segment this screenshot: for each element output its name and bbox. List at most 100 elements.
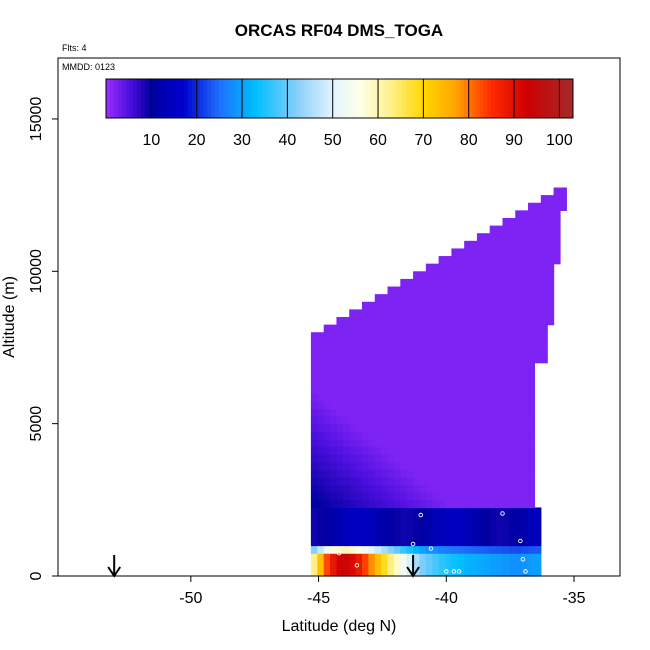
heatmap-cell (310, 438, 318, 448)
heatmap-cell (361, 400, 369, 410)
heatmap-cell (393, 400, 401, 410)
heatmap-cell (349, 560, 357, 569)
colorbar-swatch (292, 79, 298, 118)
heatmap-cell (400, 400, 408, 410)
heatmap-cell (330, 507, 338, 516)
heatmap-cell (413, 446, 421, 455)
heatmap-cell (502, 355, 510, 364)
heatmap-cell (361, 446, 369, 455)
heatmap-cell (368, 530, 376, 539)
heatmap-cell (413, 522, 421, 531)
heatmap-cell (374, 446, 382, 455)
heatmap-cell (540, 263, 548, 272)
heatmap-cell (330, 416, 338, 425)
colorbar-swatch (316, 79, 321, 118)
heatmap-cell (374, 438, 382, 448)
heatmap-cell (349, 408, 357, 417)
heatmap-cell (342, 431, 350, 440)
heatmap-cell (400, 317, 408, 326)
heatmap-cell (496, 461, 504, 470)
heatmap-cell (323, 347, 331, 356)
colorbar-swatch (320, 79, 325, 118)
colorbar-swatch (495, 79, 500, 118)
heatmap-cell (521, 484, 529, 493)
heatmap-cell (368, 400, 376, 410)
heatmap-cell (502, 225, 510, 234)
heatmap-cell (515, 233, 523, 242)
heatmap-cell (476, 339, 484, 349)
heatmap-cell (483, 545, 491, 554)
heatmap-cell (483, 240, 491, 250)
heatmap-cell (349, 568, 357, 577)
heatmap-cell (349, 530, 357, 539)
heatmap-cell (330, 377, 338, 387)
heatmap-cell (528, 515, 536, 524)
heatmap-cell (445, 256, 452, 265)
colorbar-swatch (390, 79, 395, 118)
heatmap-cell (310, 393, 318, 402)
heatmap-cell (374, 499, 382, 509)
sample-point (277, 534, 283, 539)
heatmap-cell (349, 476, 357, 486)
chart-title: ORCAS RF04 DMS_TOGA (235, 21, 443, 40)
heatmap-cell (432, 294, 440, 303)
heatmap-cell (400, 294, 408, 303)
heatmap-cell (393, 461, 401, 470)
heatmap-cell (508, 416, 516, 425)
heatmap-cell (496, 240, 504, 250)
colorbar-swatch (265, 79, 270, 118)
heatmap-cell (361, 515, 369, 524)
heatmap-cell (464, 370, 472, 379)
heatmap-cell (496, 423, 504, 432)
heatmap-cell (361, 499, 369, 509)
heatmap-cell (559, 195, 567, 204)
heatmap-cell (355, 545, 363, 554)
heatmap-cell (553, 240, 561, 250)
heatmap-cell (374, 476, 382, 486)
heatmap-cell (387, 370, 395, 379)
heatmap-cell (406, 377, 414, 387)
heatmap-cell (432, 286, 440, 295)
heatmap-cell (502, 271, 510, 280)
heatmap-cell (336, 332, 344, 341)
heatmap-cell (489, 560, 497, 569)
heatmap-cell (432, 499, 440, 509)
heatmap-cell (457, 278, 465, 288)
heatmap-cell (534, 248, 542, 257)
heatmap-cell (457, 484, 465, 493)
heatmap-cell (355, 568, 363, 577)
heatmap-cell (502, 393, 510, 402)
colorbar-swatch (518, 79, 523, 118)
heatmap-cell (457, 560, 465, 569)
heatmap-cell (528, 256, 536, 265)
heatmap-cell (387, 332, 395, 341)
heatmap-cell (419, 355, 427, 364)
heatmap-cell (521, 522, 529, 531)
heatmap-cell (508, 309, 516, 318)
heatmap-cell (508, 271, 516, 280)
heatmap-cell (393, 446, 401, 455)
heatmap-cell (445, 469, 452, 478)
heatmap-cell (336, 347, 344, 356)
heatmap-cell (540, 332, 548, 341)
heatmap-cell (419, 545, 427, 554)
heatmap-cell (521, 324, 529, 333)
heatmap-cell (393, 355, 401, 364)
heatmap-cell (489, 370, 497, 379)
heatmap-cell (496, 568, 504, 577)
heatmap-cell (502, 438, 510, 448)
heatmap-cell (496, 507, 504, 516)
heatmap-cell (489, 476, 497, 486)
heatmap-cell (393, 301, 401, 310)
colorbar-swatch (156, 79, 161, 118)
heatmap-cell (464, 515, 472, 524)
heatmap-cell (470, 355, 478, 364)
heatmap-cell (528, 248, 536, 257)
heatmap-cell (425, 317, 433, 326)
heatmap-cell (515, 446, 523, 455)
heatmap-cell (464, 339, 472, 349)
heatmap-cell (393, 393, 401, 402)
heatmap-cell (476, 537, 484, 547)
heatmap-cell (457, 492, 465, 501)
heatmap-cell (425, 446, 433, 455)
